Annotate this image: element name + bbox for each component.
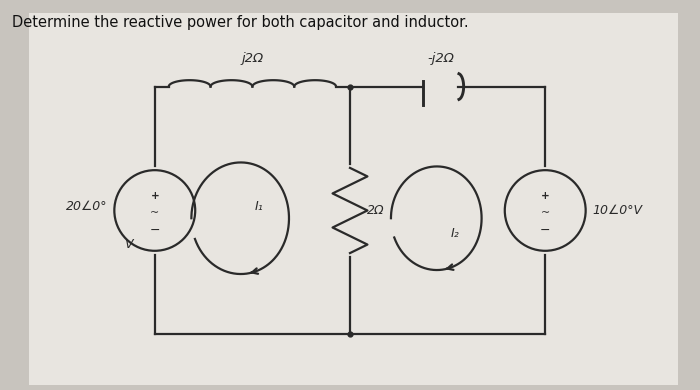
Text: Determine the reactive power for both capacitor and inductor.: Determine the reactive power for both ca… [12, 15, 468, 30]
Text: 20∠0°: 20∠0° [66, 200, 107, 213]
Text: I₁: I₁ [255, 200, 264, 213]
Text: j2Ω: j2Ω [241, 52, 263, 65]
Text: -j2Ω: -j2Ω [427, 52, 454, 65]
Text: −: − [150, 224, 160, 237]
FancyBboxPatch shape [29, 13, 678, 385]
Text: 2Ω: 2Ω [368, 204, 385, 217]
Text: V: V [124, 238, 132, 251]
Text: ~: ~ [540, 207, 550, 218]
Text: ~: ~ [150, 207, 160, 218]
Text: +: + [150, 191, 159, 201]
Text: 10∠0°V: 10∠0°V [593, 204, 643, 217]
Text: −: − [540, 224, 550, 237]
Text: +: + [541, 191, 550, 201]
Text: I₂: I₂ [450, 227, 459, 240]
